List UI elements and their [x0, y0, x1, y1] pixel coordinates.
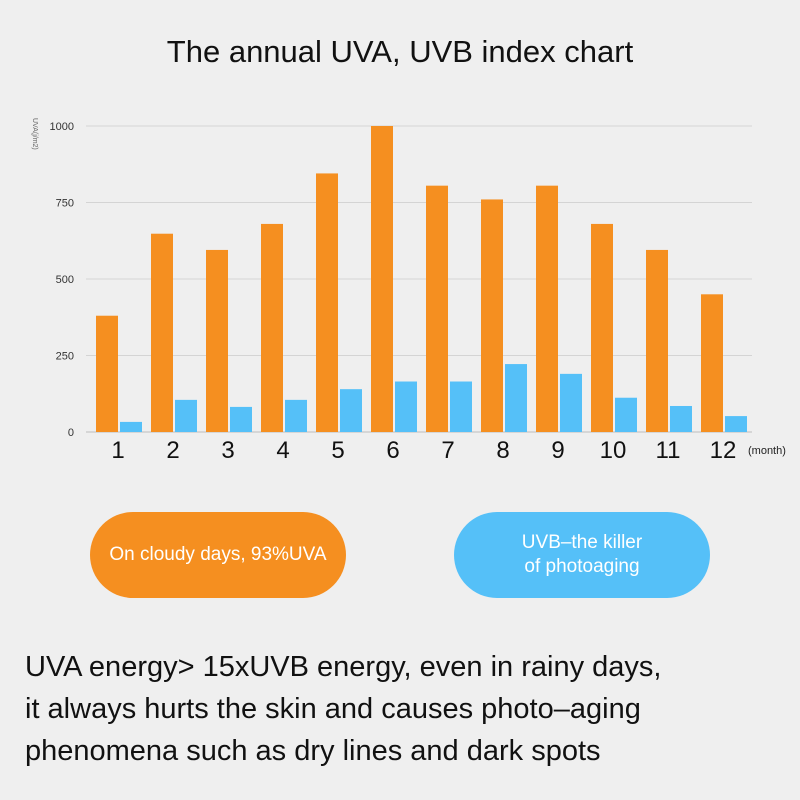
x-tick-label: 12: [710, 437, 737, 464]
uva-bar: [96, 315, 118, 432]
y-axis-ticks: 0 250 500 750 1000: [50, 121, 74, 439]
x-tick-label: 3: [221, 437, 234, 464]
uvb-callout-line: of photoaging: [524, 556, 640, 577]
description-line: UVA energy> 15xUVB energy, even in rainy…: [25, 651, 662, 683]
bars: [96, 126, 747, 432]
x-tick-label: 9: [551, 437, 564, 464]
uva-bar: [316, 173, 338, 432]
uva-bar: [591, 223, 613, 432]
x-tick-label: 8: [496, 437, 509, 464]
description-line: phenomena such as dry lines and dark spo…: [25, 735, 601, 767]
chart-title: The annual UVA, UVB index chart: [166, 34, 634, 69]
uva-bar: [371, 126, 393, 432]
y-tick-label: 750: [56, 198, 74, 210]
uvb-bar: [450, 381, 472, 432]
uva-bar: [206, 249, 228, 432]
uva-bar: [646, 249, 668, 432]
y-tick-label: 500: [56, 274, 74, 286]
uva-bar: [701, 294, 723, 432]
x-tick-label: 1: [111, 437, 124, 464]
y-tick-label: 250: [56, 351, 74, 363]
uvb-bar: [395, 381, 417, 432]
x-tick-label: 4: [276, 437, 289, 464]
uva-callout: On cloudy days, 93%UVA: [90, 512, 346, 598]
uvb-bar: [560, 373, 582, 432]
uva-bar: [261, 223, 283, 432]
y-tick-label: 0: [68, 427, 74, 439]
x-tick-label: 5: [331, 437, 344, 464]
x-axis-labels: 1 2 3 4 5 6 7 8 9 10 11 12: [111, 437, 736, 464]
x-tick-label: 2: [166, 437, 179, 464]
uva-bar: [151, 233, 173, 432]
uvb-bar: [285, 399, 307, 432]
uvb-bar: [505, 364, 527, 432]
uva-bar: [426, 185, 448, 432]
uvb-bar: [230, 406, 252, 432]
uva-callout-line: On cloudy days, 93%UVA: [109, 544, 327, 565]
y-axis-label: UVA(j/m2): [31, 118, 38, 150]
uvb-callout-line: UVB–the killer: [521, 532, 643, 553]
uvb-bar: [725, 416, 747, 432]
x-tick-label: 10: [600, 437, 627, 464]
uvb-callout: UVB–the killer of photoaging: [454, 512, 710, 598]
description-line: it always hurts the skin and causes phot…: [25, 693, 641, 725]
x-tick-label: 6: [386, 437, 399, 464]
x-tick-label: 11: [656, 437, 681, 464]
uva-bar: [536, 185, 558, 432]
uvb-bar: [670, 405, 692, 432]
description-text: UVA energy> 15xUVB energy, even in rainy…: [25, 646, 795, 772]
x-axis-unit: (month): [748, 445, 786, 457]
uvb-bar: [120, 421, 142, 432]
uvb-bar: [340, 389, 362, 432]
y-tick-label: 1000: [50, 121, 74, 133]
uva-bar: [481, 199, 503, 432]
uvb-bar: [615, 397, 637, 432]
uvb-bar: [175, 399, 197, 432]
x-tick-label: 7: [441, 437, 454, 464]
